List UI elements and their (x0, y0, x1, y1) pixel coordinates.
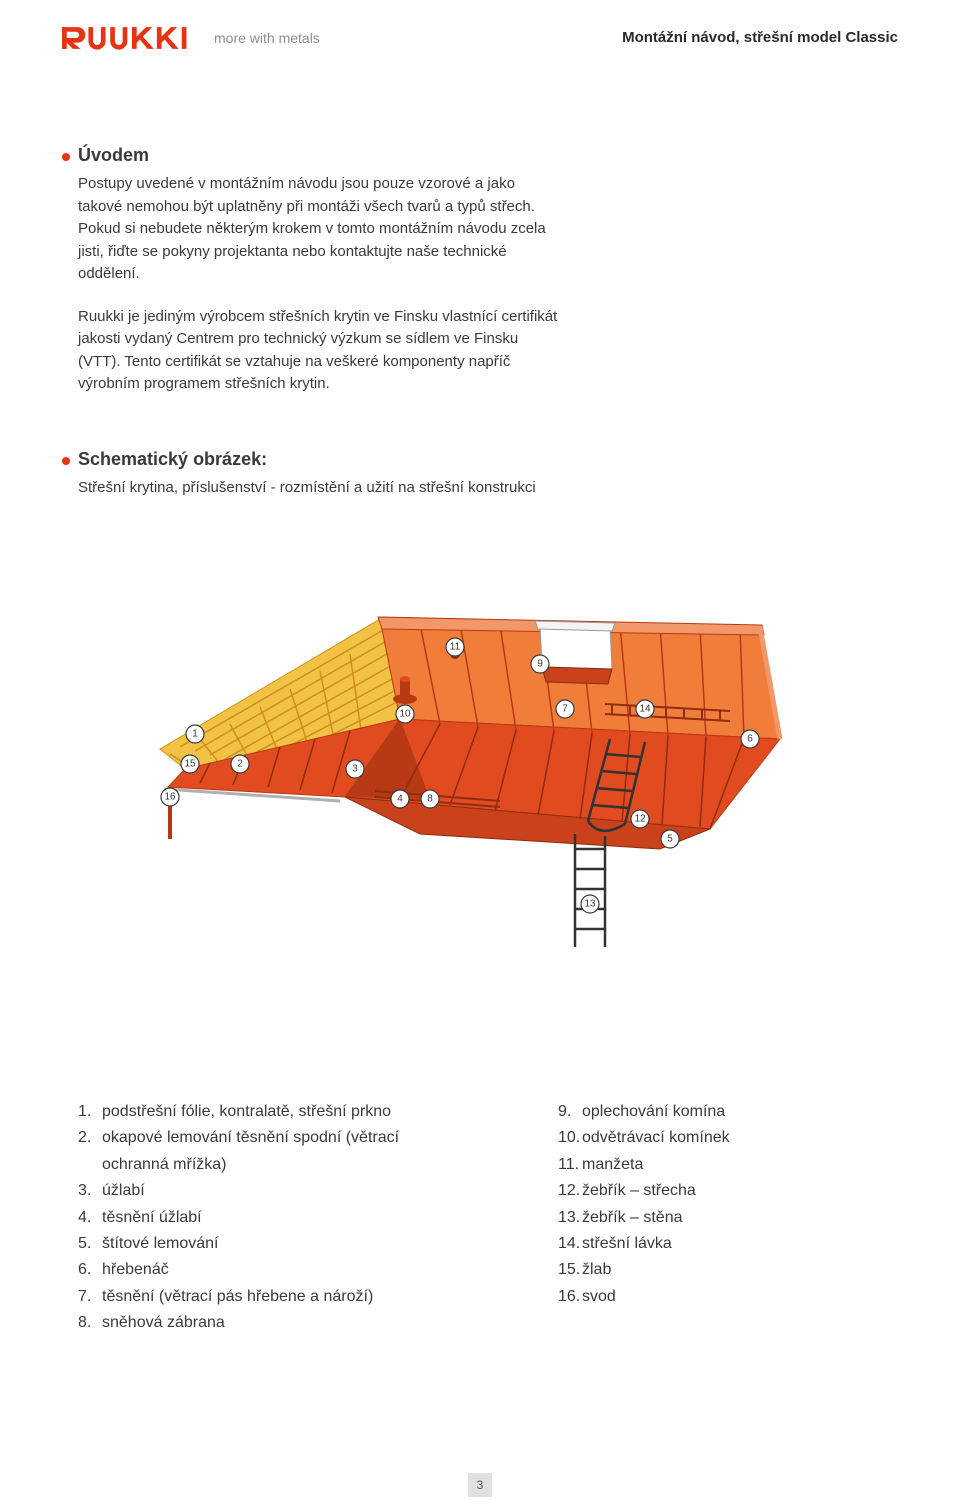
legend-item: 13.žebřík – stěna (558, 1205, 730, 1231)
bullet-icon (62, 153, 70, 161)
intro-paragraph-2: Ruukki je jediným výrobcem střešních kry… (78, 306, 558, 396)
legend-item-number: 7. (78, 1284, 102, 1310)
callout-label-6: 6 (747, 734, 753, 745)
legend-item-text: střešní lávka (582, 1231, 672, 1257)
callout-label-2: 2 (237, 759, 243, 770)
legend: 1.podstřešní fólie, kontralatě, střešní … (78, 1099, 898, 1337)
legend-right-column: 9.oplechování komína10.odvětrávací komín… (558, 1099, 730, 1337)
callout-label-14: 14 (639, 704, 651, 715)
callout-label-3: 3 (352, 764, 358, 775)
legend-item-text: úžlabí (102, 1178, 145, 1204)
legend-item-text: oplechování komína (582, 1099, 725, 1125)
legend-item: 7.těsnění (větrací pás hřebene a nároží) (78, 1284, 458, 1310)
callout-label-5: 5 (667, 834, 673, 845)
page-number: 3 (468, 1473, 492, 1497)
legend-item-number: 14. (558, 1231, 582, 1257)
legend-item-number: 1. (78, 1099, 102, 1125)
schematic-section: Schematický obrázek: Střešní krytina, př… (62, 446, 898, 1337)
legend-item: 15.žlab (558, 1257, 730, 1283)
roof-diagram: 12345678910111213141516 (62, 539, 898, 959)
intro-title: Úvodem (78, 142, 149, 169)
legend-item-text: odvětrávací komínek (582, 1125, 730, 1151)
legend-item: 5.štítové lemování (78, 1231, 458, 1257)
legend-item: 10.odvětrávací komínek (558, 1125, 730, 1151)
legend-item-number: 6. (78, 1257, 102, 1283)
legend-item-text: sněhová zábrana (102, 1310, 225, 1336)
legend-item-text: manžeta (582, 1152, 643, 1178)
legend-item-number: 13. (558, 1205, 582, 1231)
page-number-text: 3 (477, 1476, 484, 1494)
legend-item-number: 12. (558, 1178, 582, 1204)
schematic-subtitle: Střešní krytina, příslušenství - rozmíst… (78, 477, 558, 500)
legend-item-text: žebřík – stěna (582, 1205, 683, 1231)
callout-label-13: 13 (584, 899, 596, 910)
intro-section: Úvodem Postupy uvedené v montážním návod… (62, 142, 898, 396)
legend-item: 9.oplechování komína (558, 1099, 730, 1125)
legend-item-text: štítové lemování (102, 1231, 219, 1257)
legend-item: 4.těsnění úžlabí (78, 1205, 458, 1231)
page-header: more with metals Montážní návod, střešní… (62, 24, 898, 52)
legend-item-text: okapové lemování těsnění spodní (větrací… (102, 1125, 458, 1178)
legend-item-text: těsnění (větrací pás hřebene a nároží) (102, 1284, 373, 1310)
legend-item-text: svod (582, 1284, 616, 1310)
legend-item: 3.úžlabí (78, 1178, 458, 1204)
roof-diagram-svg: 12345678910111213141516 (100, 539, 860, 959)
wall-ladder-icon (575, 834, 605, 947)
legend-item-text: hřebenáč (102, 1257, 169, 1283)
callout-label-8: 8 (427, 794, 433, 805)
callout-label-12: 12 (634, 814, 646, 825)
legend-item-number: 10. (558, 1125, 582, 1151)
legend-item-number: 4. (78, 1205, 102, 1231)
legend-item-text: žebřík – střecha (582, 1178, 696, 1204)
legend-item: 1.podstřešní fólie, kontralatě, střešní … (78, 1099, 458, 1125)
legend-item-number: 5. (78, 1231, 102, 1257)
callout-label-15: 15 (184, 759, 196, 770)
logo-block: more with metals (62, 24, 320, 52)
ruukki-logo (62, 24, 202, 52)
legend-item-text: žlab (582, 1257, 611, 1283)
legend-item-text: podstřešní fólie, kontralatě, střešní pr… (102, 1099, 391, 1125)
callout-label-4: 4 (397, 794, 403, 805)
legend-item: 6.hřebenáč (78, 1257, 458, 1283)
schematic-title: Schematický obrázek: (78, 446, 267, 473)
legend-item: 2.okapové lemování těsnění spodní (větra… (78, 1125, 458, 1178)
legend-left-column: 1.podstřešní fólie, kontralatě, střešní … (78, 1099, 458, 1337)
legend-item-number: 15. (558, 1257, 582, 1283)
document-title: Montážní návod, střešní model Classic (622, 27, 898, 50)
legend-item: 14.střešní lávka (558, 1231, 730, 1257)
tagline: more with metals (214, 28, 320, 49)
intro-paragraph-1: Postupy uvedené v montážním návodu jsou … (78, 173, 558, 286)
callout-label-16: 16 (164, 792, 176, 803)
bullet-icon (62, 457, 70, 465)
legend-item-number: 11. (558, 1152, 582, 1178)
chimney-icon (535, 621, 615, 684)
legend-item-text: těsnění úžlabí (102, 1205, 202, 1231)
callout-label-9: 9 (537, 659, 543, 670)
legend-item-number: 2. (78, 1125, 102, 1178)
legend-item-number: 8. (78, 1310, 102, 1336)
legend-item-number: 9. (558, 1099, 582, 1125)
callout-label-10: 10 (399, 709, 411, 720)
legend-item: 12.žebřík – střecha (558, 1178, 730, 1204)
legend-item: 11.manžeta (558, 1152, 730, 1178)
legend-item-number: 16. (558, 1284, 582, 1310)
callout-label-11: 11 (450, 642, 461, 653)
callout-label-1: 1 (192, 729, 198, 740)
callout-label-7: 7 (562, 704, 568, 715)
legend-item: 8.sněhová zábrana (78, 1310, 458, 1336)
legend-item-number: 3. (78, 1178, 102, 1204)
legend-item: 16.svod (558, 1284, 730, 1310)
